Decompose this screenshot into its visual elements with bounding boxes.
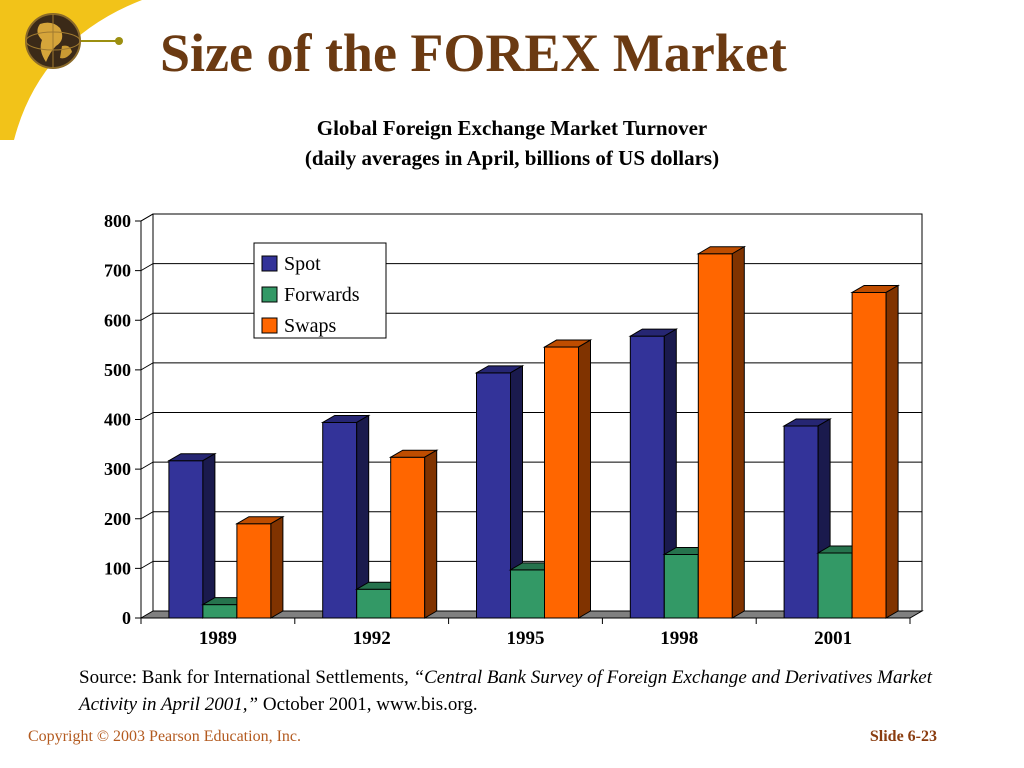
bar-front [851,291,887,619]
bar-front [544,346,579,619]
gridline-side [140,412,154,420]
bar-front [663,553,699,619]
chart-title: Global Foreign Exchange Market Turnover [316,116,708,140]
bar-spot-1992 [320,414,371,619]
legend-label-spot: Spot [284,253,321,275]
source-report-title: “Central Bank Survey of Foreign Exchange… [79,667,933,715]
bar-side [885,284,899,619]
bar-side [270,515,284,619]
y-tick-label: 400 [104,410,131,430]
bar-front [168,460,204,619]
gridline-side [140,511,154,520]
source-prefix: Source: Bank for International Settlemen… [79,667,405,688]
bar-front [783,425,819,619]
logo-dot [115,37,123,45]
bar-side [578,339,591,619]
bar-swaps-2001 [850,284,900,619]
gridline-side [140,362,154,371]
chart-subtitle: (daily averages in April, billions of US… [304,146,720,170]
y-tick-label: 300 [104,459,131,479]
bar-front [817,552,853,619]
source-comma: , [404,667,414,688]
slide-title: Size of the FOREX Market [160,23,787,83]
bar-front [697,253,733,619]
bar-side [202,452,216,619]
x-tick-label: 1995 [507,628,545,649]
gridline-side [140,560,154,569]
source-suffix: October 2001, www.bis.org. [258,694,478,715]
globe-icon [25,13,81,69]
bar-front [356,588,392,619]
bar-side [731,245,745,619]
bar-swaps-1992 [388,449,439,619]
bar-side [424,449,438,619]
bar-spot-1995 [474,364,525,619]
y-tick-label: 200 [104,509,131,529]
bar-front [629,335,665,619]
source-note: Source: Bank for International Settlemen… [79,664,959,718]
bar-front [476,372,511,619]
bar-front [390,456,426,619]
y-tick-label: 700 [104,261,131,281]
legend-swatch-swaps [261,317,278,334]
gridline-side [140,213,154,222]
copyright-text: Copyright © 2003 Pearson Education, Inc. [28,728,301,745]
legend: Spot Forwards Swaps [253,242,387,339]
legend-swatch-forwards [261,286,278,303]
legend-label-forwards: Forwards [284,284,360,306]
bar-swaps-1989 [235,515,285,619]
y-tick-label: 800 [104,211,131,231]
bar-front [236,523,272,619]
gridline-side [140,461,154,470]
y-tick-label: 100 [104,558,131,578]
x-tick-label: 1989 [199,628,237,649]
legend-label-swaps: Swaps [284,315,336,337]
bar-front [510,569,545,619]
bar-swaps-1995 [542,339,593,619]
legend-swatch-spot [261,255,278,272]
x-tick-label: 1992 [353,628,391,649]
y-tick-label: 500 [104,360,131,380]
y-tick-label: 600 [104,310,131,330]
bar-swaps-1998 [696,245,747,619]
slide-number: Slide 6-23 [869,728,937,745]
bar-front [322,421,358,619]
gridline-side [140,263,154,272]
bar-spot-1989 [167,452,217,619]
y-tick-label: 0 [122,608,131,628]
bar-front [202,604,238,619]
gridline-side [140,312,154,321]
x-tick-label: 2001 [814,628,852,649]
x-tick-label: 1998 [660,628,698,649]
